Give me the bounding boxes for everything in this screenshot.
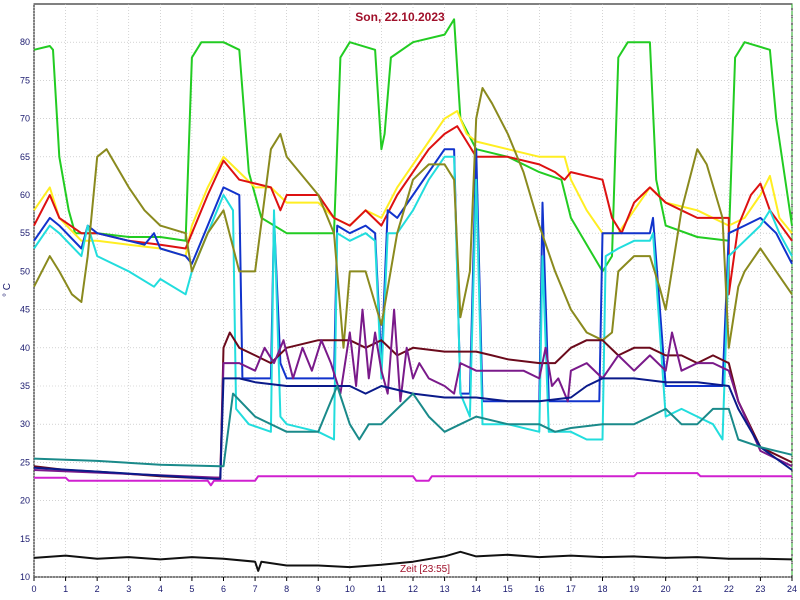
y-tick-label: 20 xyxy=(20,496,30,506)
chart-series xyxy=(33,18,793,572)
x-tick-label: 0 xyxy=(31,584,36,594)
x-tick-label: 20 xyxy=(661,584,671,594)
x-tick-label: 8 xyxy=(284,584,289,594)
y-tick-label: 70 xyxy=(20,114,30,124)
x-tick-label: 13 xyxy=(440,584,450,594)
x-tick-label: 9 xyxy=(316,584,321,594)
series-line-6 xyxy=(33,87,793,349)
y-tick-label: 60 xyxy=(20,190,30,200)
series-line-5 xyxy=(33,155,793,441)
x-tick-label: 22 xyxy=(724,584,734,594)
x-tick-label: 6 xyxy=(221,584,226,594)
x-tick-label: 21 xyxy=(692,584,702,594)
series-line-8 xyxy=(33,308,793,479)
y-tick-label: 45 xyxy=(20,305,30,315)
x-tick-label: 17 xyxy=(566,584,576,594)
x-tick-label: 19 xyxy=(629,584,639,594)
chart-grid xyxy=(33,3,793,578)
series-line-12 xyxy=(33,550,793,572)
y-tick-label: 35 xyxy=(20,381,30,391)
chart-title: Son, 22.10.2023 xyxy=(355,10,445,24)
x-tick-label: 7 xyxy=(253,584,258,594)
plot-frame xyxy=(33,3,793,578)
y-axis-label: ° C xyxy=(2,283,13,297)
series-line-10 xyxy=(33,385,793,468)
x-tick-label: 5 xyxy=(189,584,194,594)
x-tick-label: 23 xyxy=(755,584,765,594)
y-tick-label: 55 xyxy=(20,228,30,238)
x-tick-label: 14 xyxy=(471,584,481,594)
x-tick-label: 3 xyxy=(126,584,131,594)
y-tick-label: 50 xyxy=(20,266,30,276)
y-tick-label: 65 xyxy=(20,152,30,162)
x-tick-label: 15 xyxy=(503,584,513,594)
x-tick-label: 16 xyxy=(534,584,544,594)
series-line-3 xyxy=(33,125,793,296)
x-tick-label: 24 xyxy=(787,584,797,594)
y-tick-label: 80 xyxy=(20,37,30,47)
y-tick-label: 75 xyxy=(20,75,30,85)
series-line-11 xyxy=(34,472,792,487)
x-tick-label: 12 xyxy=(408,584,418,594)
x-tick-label: 18 xyxy=(597,584,607,594)
y-tick-label: 10 xyxy=(20,572,30,582)
x-tick-label: 4 xyxy=(158,584,163,594)
series-line-9 xyxy=(33,377,793,481)
x-tick-label: 11 xyxy=(377,584,386,594)
x-tick-label: 2 xyxy=(95,584,100,594)
y-tick-label: 15 xyxy=(20,534,30,544)
y-tick-label: 40 xyxy=(20,343,30,353)
x-tick-label: 10 xyxy=(345,584,355,594)
y-tick-label: 25 xyxy=(20,457,30,467)
x-tick-label: 1 xyxy=(63,584,68,594)
time-annotation: Zeit [23:55] xyxy=(400,564,450,575)
y-tick-label: 30 xyxy=(20,419,30,429)
